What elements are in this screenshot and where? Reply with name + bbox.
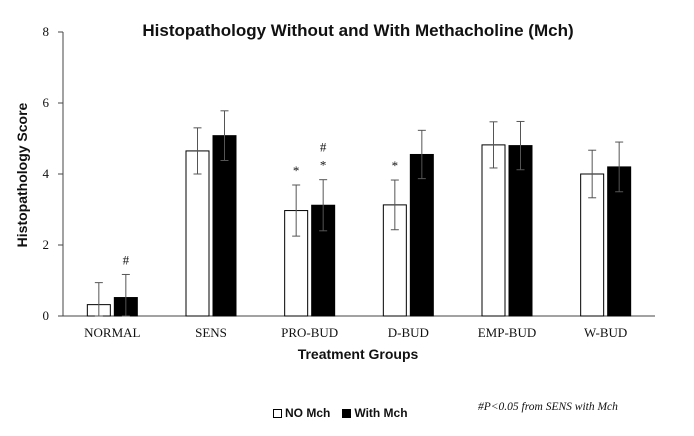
x-tick-label: PRO-BUD (281, 325, 338, 340)
bar (185, 150, 210, 317)
legend-label-no-mch: NO Mch (285, 406, 331, 420)
significance-marker: # (123, 252, 130, 267)
x-tick-label: D-BUD (388, 325, 429, 340)
bars-group (86, 135, 632, 317)
footnote: #P<0.05 from SENS with Mch (478, 401, 618, 413)
bar (508, 145, 533, 317)
legend-label-with-mch: With Mch (354, 406, 408, 420)
x-tick-label: NORMAL (84, 325, 140, 340)
legend-item-with-mch: With Mch (342, 406, 408, 420)
legend-swatch-with-mch (342, 408, 352, 418)
bar (212, 135, 237, 317)
axes: 0 2 4 6 8 NORMAL SENS PRO-BUD D-BUD EMP-BUD W-BUD (43, 24, 655, 340)
annotations-group: # * # * * (123, 140, 399, 268)
bar (481, 144, 506, 317)
legend-item-no-mch: NO Mch (273, 406, 330, 420)
y-tick-label: 6 (43, 95, 50, 110)
chart-title: Histopathology Without and With Methacho… (142, 21, 573, 40)
y-tick-label: 8 (43, 24, 50, 39)
significance-marker: * (293, 163, 300, 178)
error-bars-group (94, 110, 624, 317)
significance-marker: * (320, 158, 327, 173)
x-tick-label: EMP-BUD (478, 325, 537, 340)
y-tick-label: 4 (43, 166, 50, 181)
legend: NO Mch With Mch (273, 406, 420, 420)
significance-marker: * (392, 158, 399, 173)
y-tick-label: 2 (43, 237, 50, 252)
y-tick-label: 0 (43, 308, 50, 323)
significance-marker: # (320, 140, 327, 155)
y-axis-title: Histopathology Score (14, 102, 30, 247)
legend-swatch-no-mch (273, 408, 282, 418)
x-axis-title: Treatment Groups (298, 346, 419, 362)
x-tick-label: W-BUD (584, 325, 627, 340)
x-tick-label: SENS (195, 325, 227, 340)
